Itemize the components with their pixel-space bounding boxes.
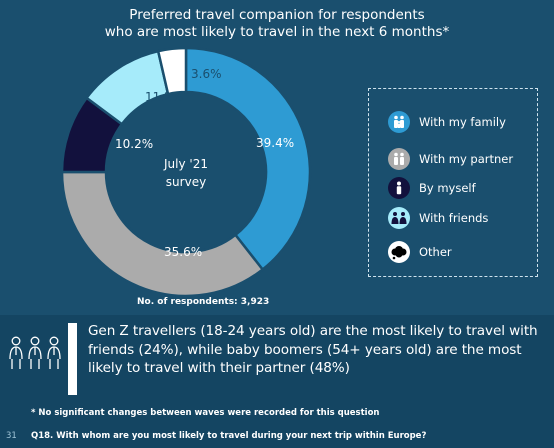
legend-item-other: Other <box>388 240 452 264</box>
chart-title-line2: who are most likely to travel in the nex… <box>104 24 450 40</box>
slice-label: 10.2% <box>115 137 153 151</box>
legend-item-partner: With my partner <box>388 147 513 171</box>
slice-label: 35.6% <box>164 245 202 259</box>
survey-question: Q18. With whom are you most likely to tr… <box>31 431 427 441</box>
couple-icon <box>388 148 410 170</box>
donut-center-label-1: July '21 <box>163 157 208 171</box>
speech-cloud-icon <box>388 241 410 263</box>
donut-slice-with-my-partner <box>60 170 265 298</box>
legend-item-friends: With friends <box>388 206 488 230</box>
donut-center-label-2: survey <box>166 175 206 189</box>
legend-item-family: With my family <box>388 110 506 134</box>
key-finding-text: Gen Z travellers (18-24 years old) are t… <box>88 323 538 376</box>
legend-label: With my family <box>419 115 506 129</box>
family-icon <box>388 111 410 133</box>
group-of-people-icon <box>9 336 61 369</box>
donut-slice-with-my-family <box>184 46 312 272</box>
chart-title-line1: Preferred travel companion for responden… <box>129 7 425 23</box>
slice-label: 3.6% <box>191 67 222 81</box>
legend-label: Other <box>419 245 452 259</box>
person-icon <box>388 177 410 199</box>
highlight-bar <box>68 323 77 395</box>
page-number: 31 <box>6 431 17 441</box>
legend-label: With friends <box>419 211 489 225</box>
donut-slice-other <box>156 46 188 96</box>
legend-label: With my partner <box>419 152 514 166</box>
footnote: * No significant changes between waves w… <box>31 408 380 418</box>
legend-label: By myself <box>419 181 476 195</box>
slice-label: 39.4% <box>256 136 294 150</box>
friends-icon <box>388 207 410 229</box>
chart-title: Preferred travel companion for responden… <box>0 7 554 41</box>
respondents-count: No. of respondents: 3,923 <box>137 297 270 307</box>
findings-panel: Gen Z travellers (18-24 years old) are t… <box>0 315 554 448</box>
legend: With my family With my partner By myself… <box>368 88 538 277</box>
legend-item-myself: By myself <box>388 176 476 200</box>
